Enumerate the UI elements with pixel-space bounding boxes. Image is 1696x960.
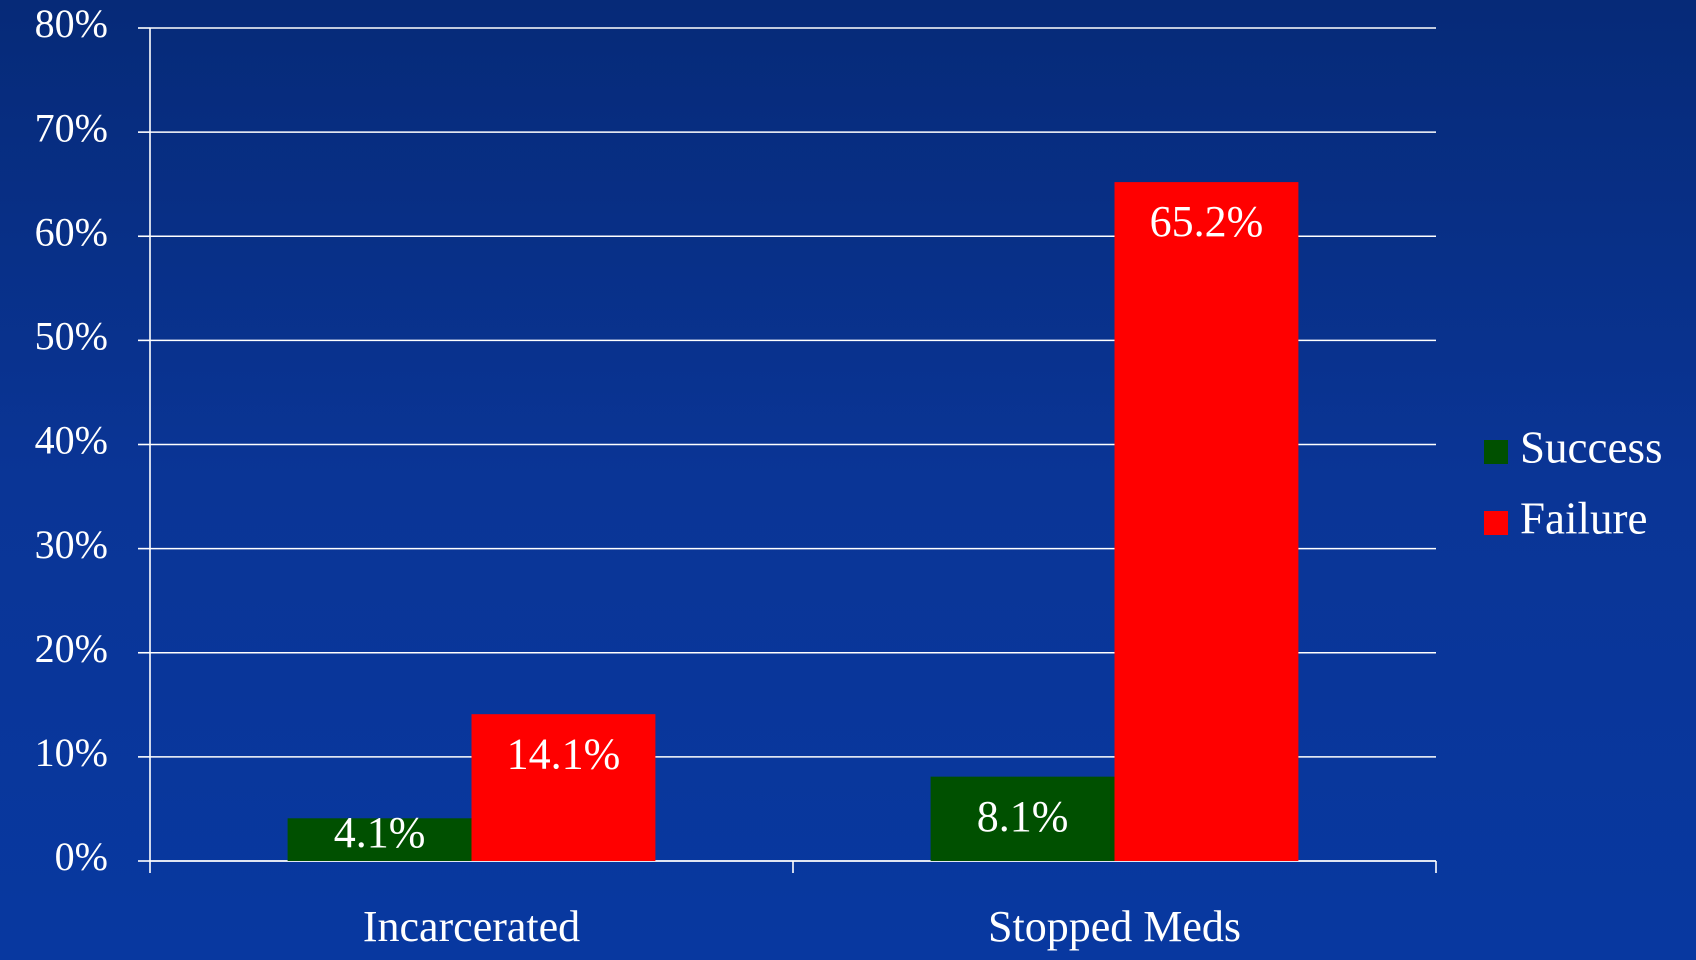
x-tick-label: Incarcerated bbox=[363, 902, 580, 951]
legend-swatch bbox=[1484, 440, 1508, 464]
y-tick-label: 10% bbox=[35, 730, 108, 775]
y-tick-label: 0% bbox=[55, 834, 108, 879]
y-tick-label: 40% bbox=[35, 418, 108, 463]
y-tick-label: 80% bbox=[35, 1, 108, 46]
data-label: 8.1% bbox=[977, 792, 1069, 841]
bar bbox=[471, 714, 656, 861]
y-tick-label: 50% bbox=[35, 314, 108, 359]
legend-label: Success bbox=[1520, 422, 1662, 472]
y-tick-label: 70% bbox=[35, 105, 108, 150]
data-label: 65.2% bbox=[1150, 197, 1264, 246]
bar bbox=[1114, 182, 1299, 862]
legend-label: Failure bbox=[1520, 493, 1647, 543]
bar bbox=[930, 776, 1115, 861]
y-tick-label: 30% bbox=[35, 522, 108, 567]
data-label: 14.1% bbox=[507, 729, 621, 778]
x-tick-label: Stopped Meds bbox=[988, 902, 1241, 951]
bar bbox=[287, 818, 472, 861]
data-label: 4.1% bbox=[334, 808, 426, 857]
y-tick-label: 60% bbox=[35, 209, 108, 254]
y-tick-label: 20% bbox=[35, 626, 108, 671]
legend-swatch bbox=[1484, 511, 1508, 535]
